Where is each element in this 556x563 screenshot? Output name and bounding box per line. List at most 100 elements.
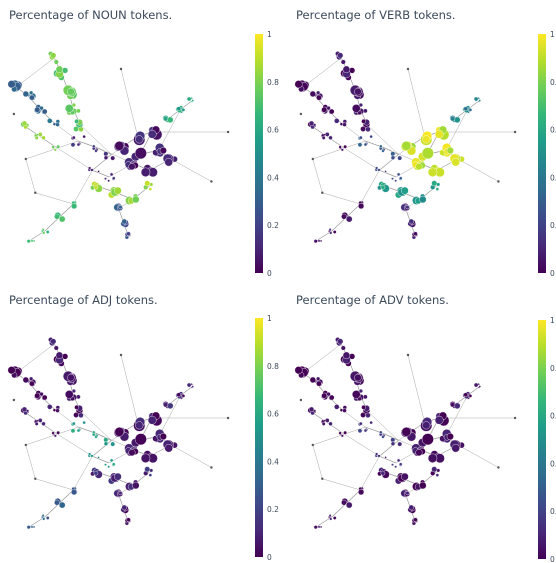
graph-node [309,376,316,384]
graph-node [29,376,34,381]
graph-node [181,108,186,112]
graph-node [342,65,351,74]
graph-node [313,239,318,244]
graph-node [309,90,316,98]
colorbar-tick-label: 1 [267,30,272,39]
graph-node [313,525,318,530]
panel-title: Percentage of VERB tokens. [296,8,456,22]
graph-node [415,449,423,457]
graph-node [97,170,100,173]
graph-node [357,142,363,148]
graph-node [391,177,394,181]
graph-node [72,421,76,426]
graph-node [399,462,403,466]
edge [44,503,60,518]
graph-node [118,491,123,496]
graph-node [78,412,84,418]
graph-node [55,122,60,127]
graph-node [379,144,383,148]
graph-node [126,517,131,522]
graph-node [375,166,379,170]
edge [73,170,93,205]
graph-node [58,501,66,509]
graph-node [53,434,57,438]
graph-node [76,428,81,433]
colorbar-tick-label: 0.6 [267,126,279,135]
graph-node [357,428,363,434]
edge [120,354,138,423]
graph-node [354,373,362,382]
node-layer [294,51,517,244]
graph-node [451,444,460,453]
colorbar-tick-label: 0.2 [267,221,279,230]
graph-node [167,402,174,410]
colorbar-gradient [538,34,546,273]
edge [343,433,380,457]
graph-node [121,504,128,511]
graph-node [345,215,353,223]
graph-node [497,466,500,469]
graph-node [413,517,418,522]
graph-node [345,501,353,509]
graph-node [337,52,344,59]
graph-node [361,404,366,410]
graph-node [104,463,107,467]
graph-node [176,106,182,112]
edge [379,169,397,178]
graph-node [342,351,351,360]
graph-node [88,166,92,170]
graph-node [435,473,440,477]
edge [367,411,399,441]
graph-node [94,149,98,153]
graph-node [41,228,45,231]
edge [312,158,323,193]
graph-node [92,430,96,434]
graph-node [396,172,401,177]
colorbar-tick-label: 0. [550,507,556,516]
graph-node [181,394,186,398]
edge [407,68,425,137]
graph-node [401,472,409,481]
graph-node [338,145,342,149]
graph-node [419,195,427,204]
graph-node [159,146,167,155]
graph-node [422,135,431,144]
graph-node [360,412,366,418]
graph-node [419,481,427,490]
colorbar-tick-label: 0. [550,364,556,373]
graph-node [71,203,78,210]
graph-node [319,525,323,529]
graph-node [55,408,60,413]
graph-node [359,135,363,140]
graph-node [323,133,327,136]
edge [367,125,399,155]
graph-node [47,118,53,124]
graph-node [328,228,332,231]
edge [312,140,366,160]
graph-node [338,431,342,435]
graph-node [328,108,335,115]
graph-node [24,443,27,447]
graph-node [103,155,109,160]
graph-node [114,472,122,481]
edge [331,503,347,518]
colorbar-tick-label: 0. [550,78,556,87]
graph-node [391,463,394,467]
graph-node [329,231,333,235]
graph-node [135,135,144,144]
graph-node [369,420,373,425]
graph-node [114,141,125,151]
graph-node [144,466,151,473]
graph-node [90,168,94,172]
graph-node [107,465,111,469]
colorbar: 0 0.2 0.4 0.6 0.8 1 [255,30,279,278]
edge [170,158,212,182]
graph-node [119,67,123,71]
graph-node [375,452,379,456]
graph-node [473,96,479,102]
graph-node [513,416,517,420]
graph-node [380,184,386,190]
graph-node [390,155,396,160]
graph-node [321,135,326,140]
edge [303,343,342,374]
